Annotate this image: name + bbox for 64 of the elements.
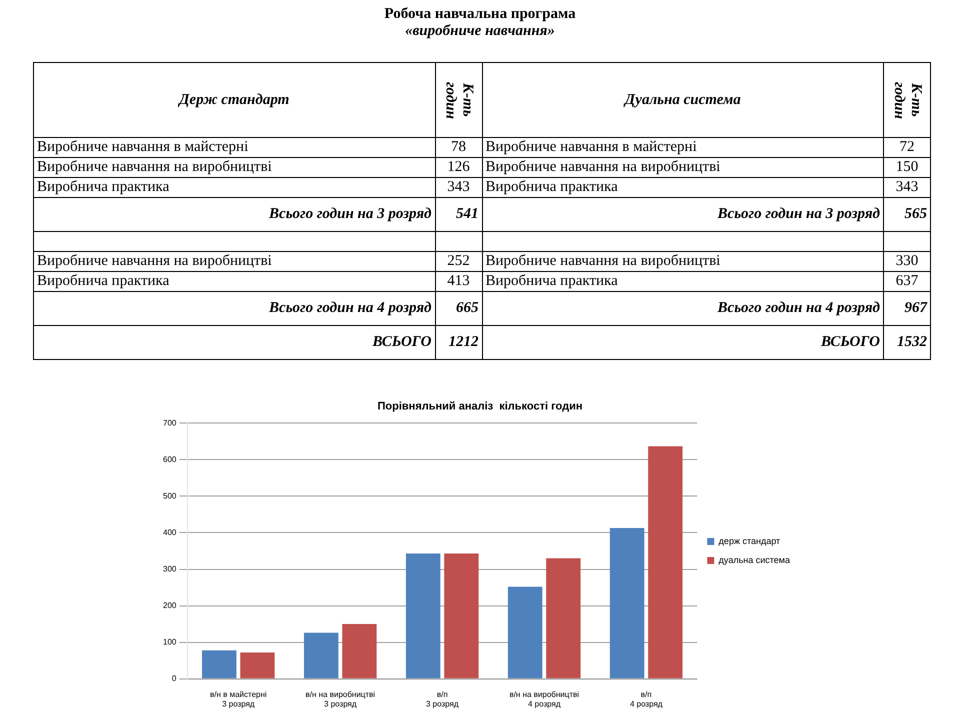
y-tick-label: 100 <box>162 637 177 646</box>
text: 78 <box>435 138 482 158</box>
bar <box>648 446 683 678</box>
bar <box>240 652 275 678</box>
x-tick-label: в/н в майстерні 3 розряд <box>210 690 267 708</box>
text: 541 <box>435 198 482 232</box>
bar <box>508 586 542 678</box>
text: Виробниче навчання на виробництві <box>482 252 884 272</box>
x-tick-label: в/п 3 розряд <box>426 690 459 708</box>
text: Виробнича практика <box>34 178 435 198</box>
bar <box>610 528 644 678</box>
x-tick-label: в/н на виробництві 3 розряд <box>306 690 376 708</box>
text: 72 <box>884 138 930 158</box>
text: Держ стандарт <box>34 62 435 138</box>
text: 665 <box>435 292 482 326</box>
y-tick-label: 200 <box>162 600 177 610</box>
text: 126 <box>435 158 482 178</box>
text: Виробниче навчання на виробництві <box>482 158 884 178</box>
y-tick-label: 300 <box>162 564 177 574</box>
text: 1532 <box>884 326 930 360</box>
y-tick-label: 400 <box>162 528 177 537</box>
y-tick-label: 700 <box>162 418 177 428</box>
text: Всього годин на 3 розряд <box>482 198 884 232</box>
text: Виробниче навчання в майстерні <box>482 138 884 158</box>
x-tick-label: в/п 4 розряд <box>630 690 663 708</box>
bar <box>444 554 479 678</box>
text: 343 <box>435 178 482 198</box>
text: ВСЬОГО <box>482 326 884 360</box>
text: 967 <box>884 292 930 326</box>
y-tick-label: 600 <box>162 454 177 464</box>
text: Виробнича практика <box>482 178 884 198</box>
text: 413 <box>435 272 482 292</box>
text: 150 <box>884 158 930 178</box>
text: 343 <box>884 178 930 198</box>
chart-title: Порівняльний аналіз кількості годин <box>378 400 582 413</box>
x-tick-label: в/н на виробництві 4 розряд <box>509 690 580 708</box>
text: 330 <box>884 252 930 272</box>
y-tick-label: 500 <box>162 491 177 500</box>
text: К-ть годин <box>435 62 482 138</box>
text: ВСЬОГО <box>34 326 435 360</box>
text: Виробниче навчання на виробництві <box>34 252 435 272</box>
text: 1212 <box>435 326 482 360</box>
text: 637 <box>884 272 930 292</box>
text: Виробниче навчання на виробництві <box>34 158 435 178</box>
bar <box>342 624 377 678</box>
legend-label: дуальна система <box>718 554 790 565</box>
text: Виробниче навчання в майстерні <box>34 138 435 158</box>
y-tick-label: 0 <box>172 674 177 684</box>
text: 565 <box>884 198 930 232</box>
text: К-ть годин <box>884 62 930 138</box>
text: 252 <box>435 252 482 272</box>
legend-label: держ стандарт <box>718 536 780 546</box>
bar <box>202 650 236 678</box>
text: Виробнича практика <box>34 272 435 292</box>
text: Всього годин на 4 розряд <box>34 292 435 326</box>
text: Всього годин на 3 розряд <box>34 198 435 232</box>
text: Дуальна система <box>482 62 884 138</box>
text: Всього годин на 4 розряд <box>482 292 884 326</box>
text: «виробниче навчання» <box>404 23 556 40</box>
text: Виробнича практика <box>482 272 884 292</box>
bar <box>304 632 338 678</box>
bar <box>406 554 440 678</box>
text: Робоча навчальна програма <box>383 6 577 23</box>
bar <box>546 558 581 678</box>
